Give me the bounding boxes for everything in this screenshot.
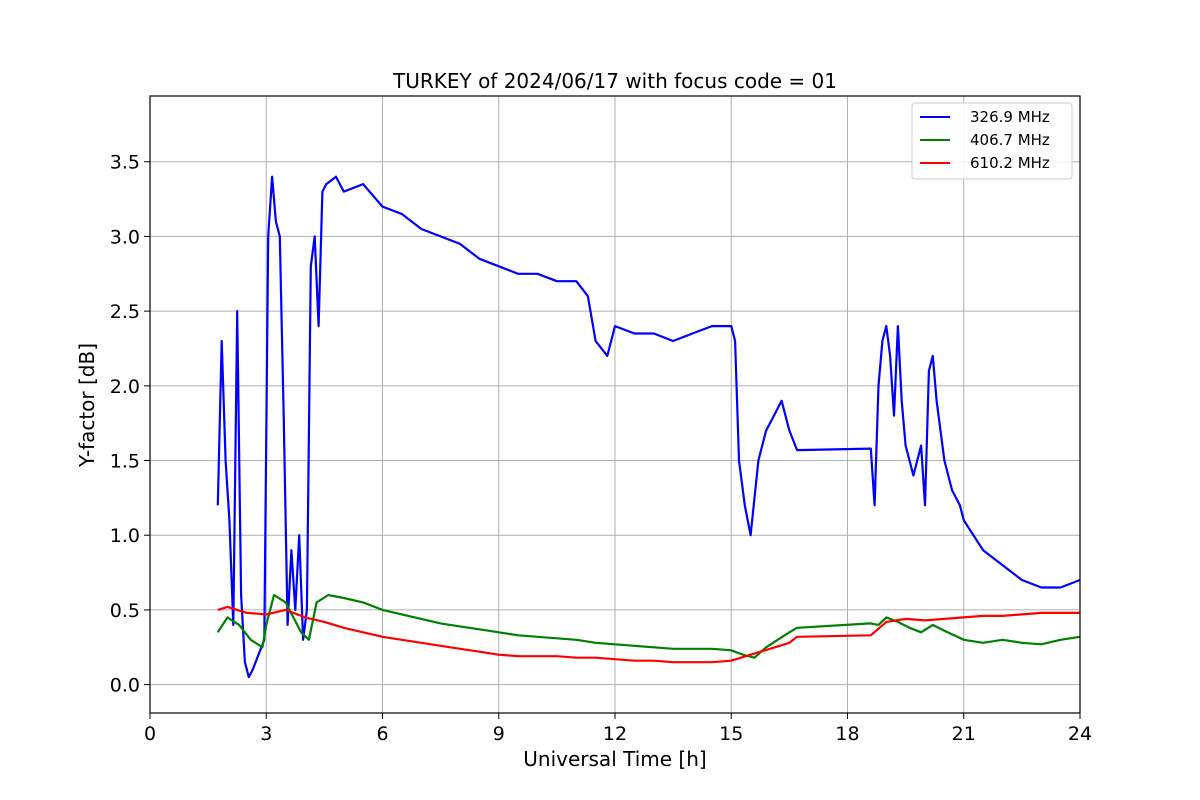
x-tick-label: 0 <box>144 723 156 745</box>
x-tick-label: 21 <box>952 723 976 745</box>
legend-box <box>911 102 1073 180</box>
x-tick-label: 15 <box>719 723 743 745</box>
chart-title: TURKEY of 2024/06/17 with focus code = 0… <box>392 69 837 93</box>
y-axis-label: Y-factor [dB] <box>75 343 99 468</box>
series-line-1 <box>216 175 1081 679</box>
series-lines <box>216 175 1081 679</box>
legend-label: 326.9 MHz <box>970 108 1050 126</box>
grid <box>149 96 1081 713</box>
x-tick-label: 12 <box>603 723 627 745</box>
y-tick-label: 3.5 <box>110 152 140 174</box>
x-tick-label: 18 <box>835 723 859 745</box>
legend-label: 610.2 MHz <box>970 154 1050 172</box>
x-tick-label: 3 <box>260 723 272 745</box>
y-tick-label: 0.5 <box>110 600 140 622</box>
y-tick-label: 0.0 <box>110 675 140 697</box>
y-tick-label: 1.5 <box>110 451 140 473</box>
x-tick-label: 24 <box>1068 723 1092 745</box>
series-line-2 <box>216 593 1081 659</box>
ticks: 0 3 6 9 12 15 18 21 24 0.0 0.5 1.0 1.5 2.0 2.5 3.0 3.5 <box>110 152 1092 745</box>
x-axis-label: Universal Time [h] <box>523 747 706 771</box>
y-tick-label: 3.0 <box>110 226 140 248</box>
y-tick-label: 2.0 <box>110 376 140 398</box>
legend-label: 406.7 MHz <box>970 131 1050 149</box>
y-tick-label: 1.0 <box>110 525 140 547</box>
x-tick-label: 9 <box>493 723 505 745</box>
legend: 326.9 MHz 406.7 MHz 610.2 MHz <box>911 102 1073 180</box>
series-line-3 <box>217 605 1080 664</box>
y-tick-label: 2.5 <box>110 301 140 323</box>
x-tick-label: 6 <box>376 723 388 745</box>
